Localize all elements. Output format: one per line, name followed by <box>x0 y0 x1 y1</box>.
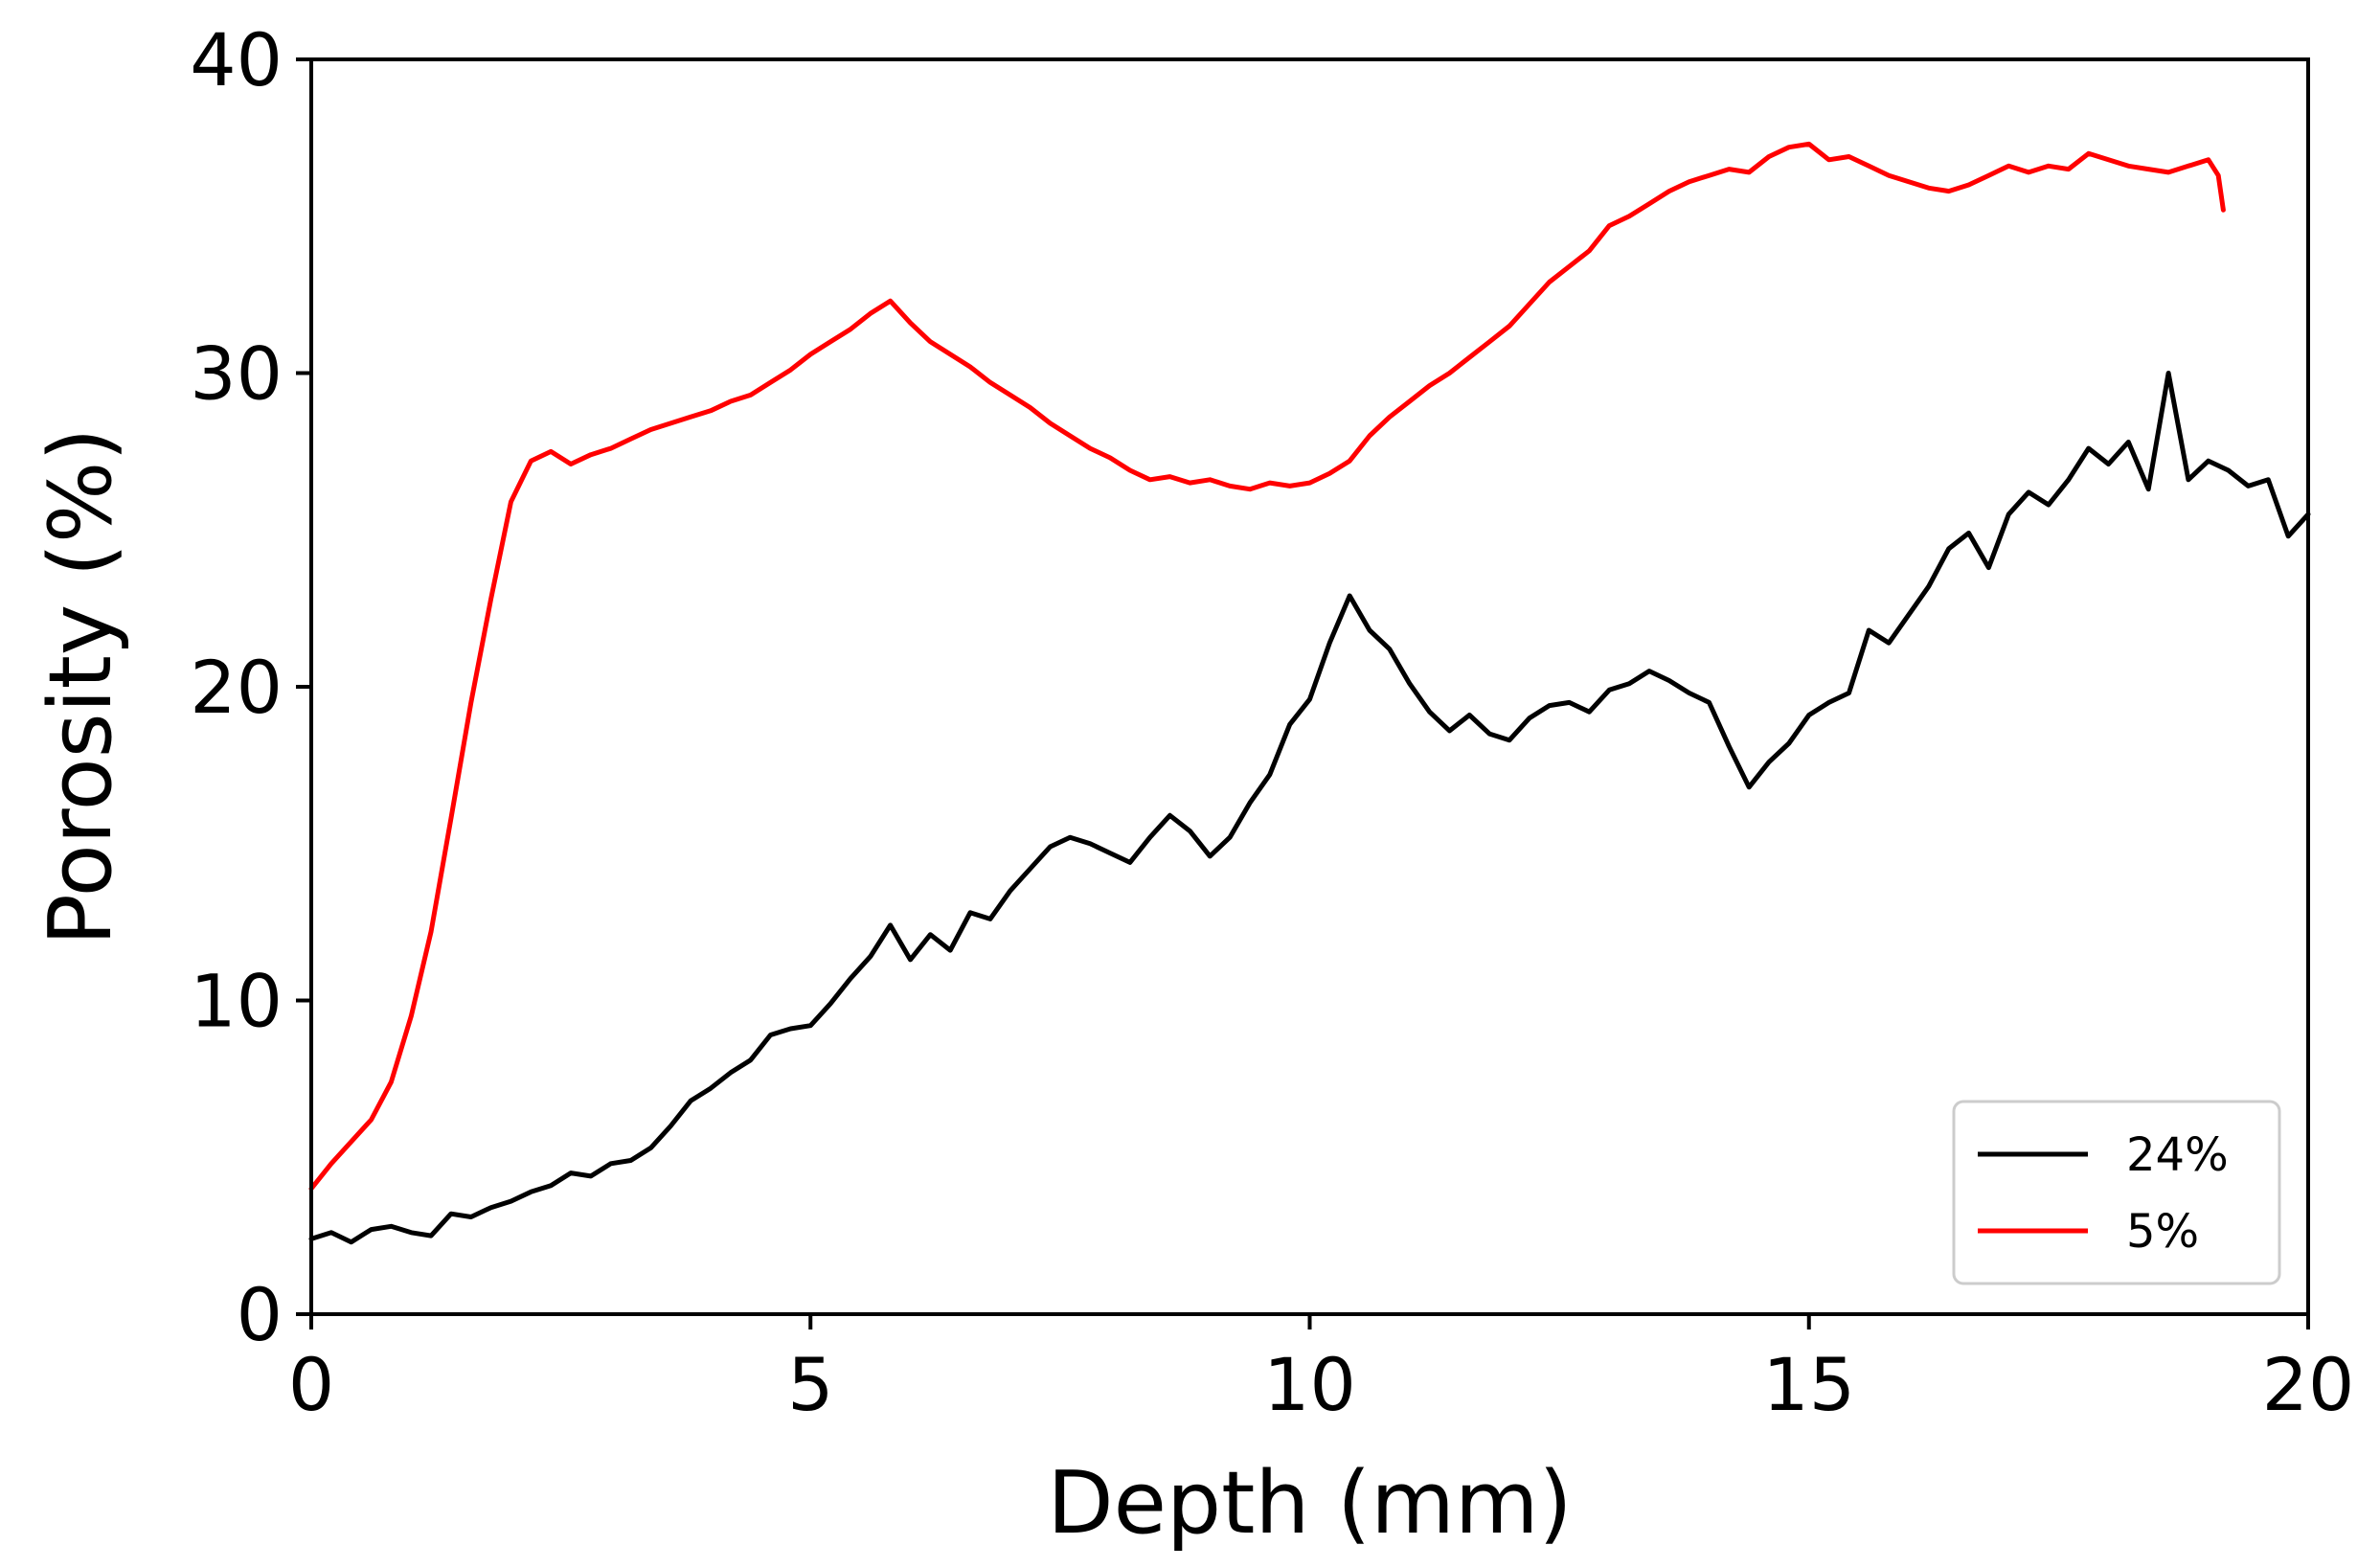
legend-label-0: 24% <box>2126 1128 2229 1182</box>
x-tick-label: 15 <box>1762 1342 1855 1427</box>
x-tick-label: 10 <box>1263 1342 1356 1427</box>
series-line-1 <box>308 141 2226 1192</box>
legend: 24%5% <box>1952 1100 2281 1285</box>
y-tick-label: 30 <box>190 331 283 417</box>
ticks-layer: 0 5 10 15 20 0 10 20 30 40 <box>190 17 2354 1427</box>
x-tick-label: 5 <box>787 1342 833 1427</box>
legend-box <box>1952 1100 2281 1285</box>
y-axis-label: Porosity (%) <box>31 427 131 945</box>
y-tick-label: 40 <box>190 17 283 102</box>
y-tick-label: 10 <box>190 959 283 1044</box>
series-line-0 <box>308 371 2311 1245</box>
series-layer <box>308 141 2311 1245</box>
x-axis-label: Depth (mm) <box>1047 1453 1572 1554</box>
x-tick-label: 20 <box>2262 1342 2355 1427</box>
y-tick-label: 0 <box>237 1272 283 1357</box>
y-tick-label: 20 <box>190 645 283 730</box>
legend-label-1: 5% <box>2126 1205 2199 1259</box>
x-tick-label: 0 <box>288 1342 334 1427</box>
